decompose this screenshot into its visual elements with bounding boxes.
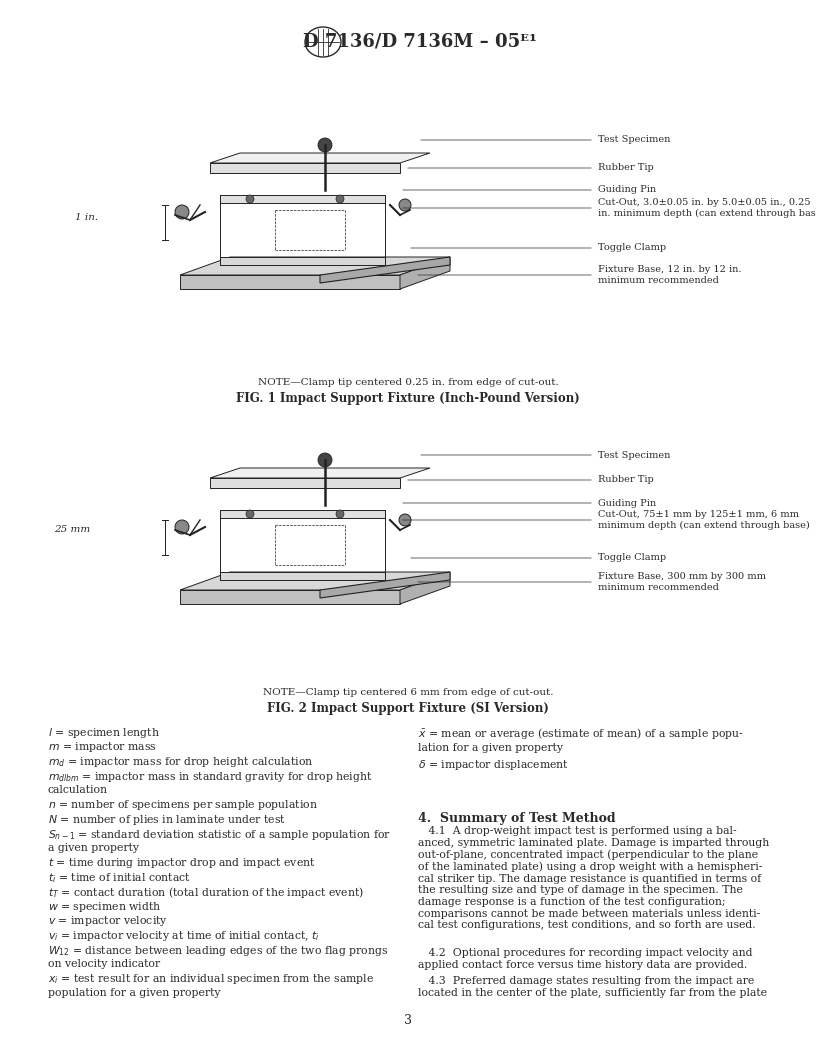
Text: 4.2  Optional procedures for recording impact velocity and
applied contact force: 4.2 Optional procedures for recording im…: [418, 948, 752, 969]
Text: $l$ = specimen length: $l$ = specimen length: [48, 727, 160, 740]
Text: Cut-Out, 3.0±0.05 in. by 5.0±0.05 in., 0.25
in. minimum depth (can extend throug: Cut-Out, 3.0±0.05 in. by 5.0±0.05 in., 0…: [598, 199, 816, 218]
Polygon shape: [400, 257, 450, 289]
Polygon shape: [320, 572, 450, 598]
Circle shape: [336, 195, 344, 203]
Text: $S_{n-1}$ = standard deviation statistic of a sample population for
a given prop: $S_{n-1}$ = standard deviation statistic…: [48, 828, 391, 853]
Circle shape: [175, 205, 189, 219]
Text: Guiding Pin: Guiding Pin: [598, 186, 656, 194]
Text: $W_{12}$ = distance between leading edges of the two flag prongs
on velocity ind: $W_{12}$ = distance between leading edge…: [48, 943, 388, 969]
Text: $m_{dlbm}$ = impactor mass in standard gravity for drop height
calculation: $m_{dlbm}$ = impactor mass in standard g…: [48, 770, 373, 795]
Text: D 7136/D 7136M – 05ᴱ¹: D 7136/D 7136M – 05ᴱ¹: [303, 33, 537, 51]
Text: 4.1  A drop-weight impact test is performed using a bal-
anced, symmetric lamina: 4.1 A drop-weight impact test is perform…: [418, 826, 769, 930]
Text: Fixture Base, 12 in. by 12 in.
minimum recommended: Fixture Base, 12 in. by 12 in. minimum r…: [598, 265, 742, 285]
Circle shape: [246, 195, 254, 203]
Polygon shape: [400, 572, 450, 604]
Text: $t_T$ = contact duration (total duration of the impact event): $t_T$ = contact duration (total duration…: [48, 886, 364, 901]
Polygon shape: [180, 257, 450, 275]
Text: $m$ = impactor mass: $m$ = impactor mass: [48, 740, 157, 754]
Text: Test Specimen: Test Specimen: [598, 451, 671, 459]
Text: NOTE—Clamp tip centered 6 mm from edge of cut-out.: NOTE—Clamp tip centered 6 mm from edge o…: [263, 689, 553, 697]
Circle shape: [336, 510, 344, 518]
Text: $x_i$ = test result for an individual specimen from the sample
population for a : $x_i$ = test result for an individual sp…: [48, 973, 375, 998]
Text: 4.  Summary of Test Method: 4. Summary of Test Method: [418, 812, 615, 825]
Text: Rubber Tip: Rubber Tip: [598, 164, 654, 172]
Circle shape: [399, 514, 411, 526]
Text: $m_d$ = impactor mass for drop height calculation: $m_d$ = impactor mass for drop height ca…: [48, 755, 313, 769]
Text: FIG. 2 Impact Support Fixture (SI Version): FIG. 2 Impact Support Fixture (SI Versio…: [267, 702, 549, 715]
Polygon shape: [180, 572, 450, 590]
Circle shape: [399, 199, 411, 211]
Text: $n$ = number of specimens per sample population: $n$ = number of specimens per sample pop…: [48, 798, 318, 812]
Polygon shape: [220, 510, 385, 518]
Circle shape: [318, 453, 332, 467]
Text: $v_i$ = impactor velocity at time of initial contact, $t_i$: $v_i$ = impactor velocity at time of ini…: [48, 929, 320, 943]
Circle shape: [318, 138, 332, 152]
Polygon shape: [210, 163, 400, 173]
Text: Toggle Clamp: Toggle Clamp: [598, 244, 666, 252]
Polygon shape: [180, 590, 400, 604]
Text: $t_i$ = time of initial contact: $t_i$ = time of initial contact: [48, 871, 191, 885]
Circle shape: [246, 510, 254, 518]
Text: 4.3  Preferred damage states resulting from the impact are
located in the center: 4.3 Preferred damage states resulting fr…: [418, 976, 767, 998]
Text: $\delta$ = impactor displacement: $\delta$ = impactor displacement: [418, 758, 569, 772]
Polygon shape: [220, 572, 385, 580]
Text: FIG. 1 Impact Support Fixture (Inch-Pound Version): FIG. 1 Impact Support Fixture (Inch-Poun…: [236, 392, 580, 406]
Polygon shape: [210, 468, 430, 478]
Text: Test Specimen: Test Specimen: [598, 135, 671, 145]
Text: $w$ = specimen width: $w$ = specimen width: [48, 900, 162, 914]
Polygon shape: [320, 257, 450, 283]
Text: 25 mm: 25 mm: [54, 526, 90, 534]
Text: 1 in.: 1 in.: [75, 213, 99, 223]
Text: $\bar{x}$ = mean or average (estimate of mean) of a sample popu-
lation for a gi: $\bar{x}$ = mean or average (estimate of…: [418, 727, 743, 753]
Polygon shape: [210, 153, 430, 163]
Text: Fixture Base, 300 mm by 300 mm
minimum recommended: Fixture Base, 300 mm by 300 mm minimum r…: [598, 572, 766, 591]
Polygon shape: [220, 257, 385, 265]
Text: 3: 3: [404, 1014, 412, 1026]
Text: $t$ = time during impactor drop and impact event: $t$ = time during impactor drop and impa…: [48, 856, 316, 870]
Text: $v$ = impactor velocity: $v$ = impactor velocity: [48, 914, 168, 928]
Text: Cut-Out, 75±1 mm by 125±1 mm, 6 mm
minimum depth (can extend through base): Cut-Out, 75±1 mm by 125±1 mm, 6 mm minim…: [598, 510, 809, 530]
Text: Toggle Clamp: Toggle Clamp: [598, 553, 666, 563]
Text: NOTE—Clamp tip centered 0.25 in. from edge of cut-out.: NOTE—Clamp tip centered 0.25 in. from ed…: [258, 378, 558, 386]
Polygon shape: [220, 195, 385, 203]
Polygon shape: [180, 275, 400, 289]
Polygon shape: [210, 478, 400, 488]
Text: Guiding Pin: Guiding Pin: [598, 498, 656, 508]
Circle shape: [175, 520, 189, 534]
Text: $N$ = number of plies in laminate under test: $N$ = number of plies in laminate under …: [48, 813, 286, 827]
Text: Rubber Tip: Rubber Tip: [598, 475, 654, 485]
